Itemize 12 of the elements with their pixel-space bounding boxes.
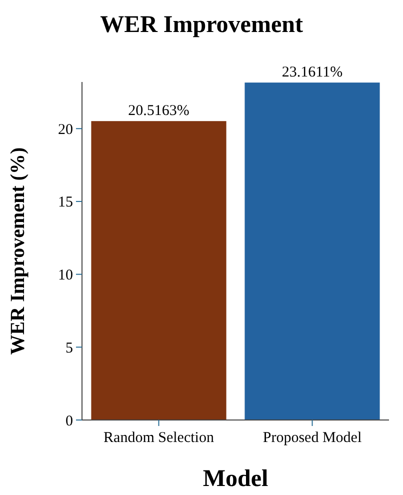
y-tick-label: 10 <box>58 268 73 284</box>
chart-title: WER Improvement <box>100 12 303 38</box>
x-axis-title: Model <box>202 466 268 492</box>
x-tick-label: Proposed Model <box>262 430 362 446</box>
y-tick-label: 0 <box>66 413 73 430</box>
y-tick-label: 5 <box>66 340 73 356</box>
y-axis-title: WER Improvement (%) <box>7 147 29 355</box>
x-tick-label: Random Selection <box>104 430 214 446</box>
y-tick-label: 15 <box>58 194 73 211</box>
data-label: 20.5163% <box>128 103 190 120</box>
data-label: 23.1611% <box>282 64 343 81</box>
y-tick-label: 20 <box>58 122 73 138</box>
